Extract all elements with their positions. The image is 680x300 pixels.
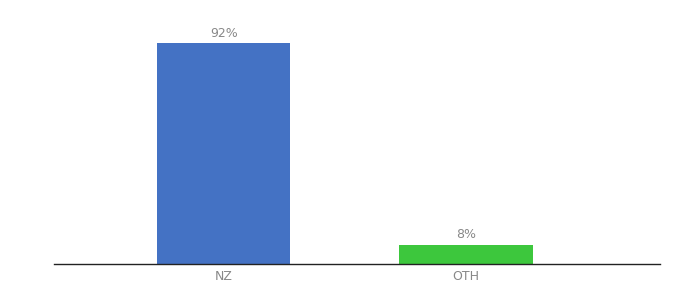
Bar [399,245,532,264]
Bar [157,43,290,264]
Text: 92%: 92% [210,27,238,40]
Text: 8%: 8% [456,228,476,241]
